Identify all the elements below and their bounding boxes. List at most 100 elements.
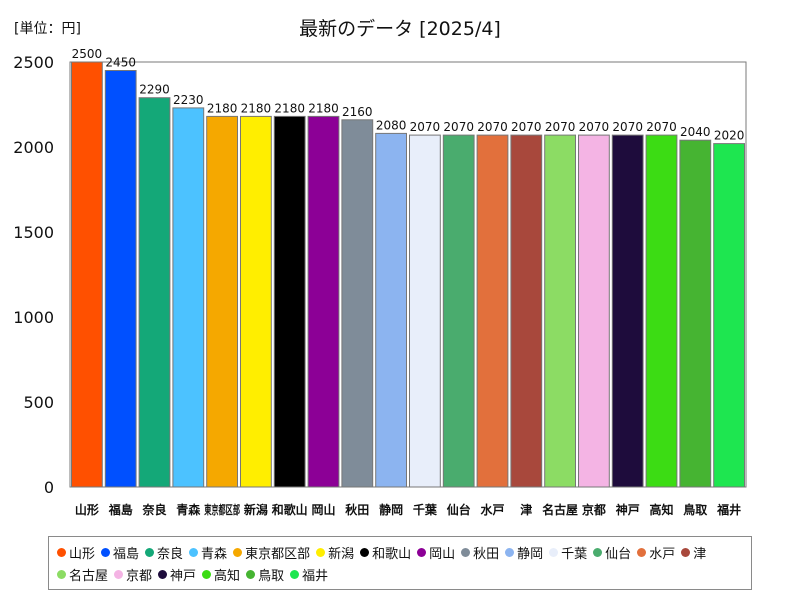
legend-color-dot xyxy=(505,547,515,557)
category-label: 福井 xyxy=(716,502,741,517)
bar xyxy=(713,143,746,488)
bar-value-label: 2450 xyxy=(105,56,136,70)
bar xyxy=(307,115,340,488)
legend-color-dot xyxy=(246,569,256,579)
bar xyxy=(138,97,171,488)
bar-value-label: 2040 xyxy=(680,125,711,139)
category-label: 青森 xyxy=(176,502,201,517)
y-tick-label: 1000 xyxy=(13,308,54,327)
bar-value-label: 2070 xyxy=(477,120,508,134)
legend-item: 津 xyxy=(681,541,706,563)
legend-item: 山形 xyxy=(57,541,95,563)
bar xyxy=(240,115,272,488)
unit-label: [単位：円] xyxy=(14,21,81,37)
legend-label: 水戸 xyxy=(649,546,676,562)
bar xyxy=(544,134,577,488)
bar xyxy=(375,132,408,488)
category-label: 静岡 xyxy=(379,502,403,517)
legend-label: 福井 xyxy=(302,568,329,584)
legend-label: 津 xyxy=(693,546,707,562)
legend-item: 福島 xyxy=(101,541,139,563)
bar xyxy=(578,134,610,488)
category-label: 奈良 xyxy=(141,502,166,517)
category-label: 鳥取 xyxy=(683,502,707,517)
y-tick-label: 2000 xyxy=(13,138,54,157)
category-label: 福島 xyxy=(108,502,133,517)
category-label: 東京都区部 xyxy=(204,502,240,517)
bar-value-label: 2180 xyxy=(308,101,339,115)
legend-color-dot xyxy=(57,547,66,557)
legend-item: 仙台 xyxy=(593,541,631,563)
bar xyxy=(341,119,374,488)
legend-item: 高知 xyxy=(202,563,240,585)
category-label: 岡山 xyxy=(311,502,335,517)
legend-item: 奈良 xyxy=(145,541,183,563)
y-tick-label: 1500 xyxy=(13,223,54,242)
legend-item: 鳥取 xyxy=(246,563,284,585)
legend-item: 新潟 xyxy=(316,541,354,563)
bar-value-label: 2160 xyxy=(342,105,373,119)
legend-color-dot xyxy=(145,547,155,557)
bar-value-label: 2070 xyxy=(612,120,643,134)
bar-value-label: 2290 xyxy=(139,83,170,97)
chart-legend: 山形 福島 奈良 青森 東京都区部 新潟 和歌山 岡山 秋田 静岡 千葉 仙台 水戸 津名古屋 京都 神戸 高知… xyxy=(48,536,752,590)
bar xyxy=(71,61,103,488)
bar-value-label: 2070 xyxy=(646,120,677,134)
y-tick-label: 2500 xyxy=(13,53,54,72)
legend-item: 岡山 xyxy=(417,541,455,563)
legend-item: 水戸 xyxy=(637,541,675,563)
bar-value-label: 2080 xyxy=(376,118,407,132)
chart-title: 最新のデータ [2025/4] xyxy=(299,18,501,40)
legend-label: 京都 xyxy=(126,568,153,584)
legend-color-dot xyxy=(189,547,199,557)
legend-label: 奈良 xyxy=(157,546,184,562)
legend-label: 東京都区部 xyxy=(245,546,311,562)
bar xyxy=(442,134,475,488)
legend-label: 仙台 xyxy=(605,546,632,562)
legend-color-dot xyxy=(101,547,111,557)
bar-value-label: 2500 xyxy=(72,47,103,61)
bar-chart: 0 500 1000 1500 2000 2500 2500 山形 2450 福島 2290 奈良 22… xyxy=(13,47,747,517)
legend-color-dot xyxy=(290,569,300,579)
bar-value-label: 2070 xyxy=(579,120,610,134)
legend-color-dot xyxy=(158,569,168,579)
legend-color-dot xyxy=(202,569,212,579)
legend-color-dot xyxy=(114,569,124,579)
bar-value-label: 2180 xyxy=(274,101,305,115)
legend-item: 神戸 xyxy=(158,563,196,585)
bar-value-label: 2070 xyxy=(443,120,474,134)
category-label: 津 xyxy=(520,502,532,517)
legend-label: 山形 xyxy=(69,546,96,562)
legend-label: 神戸 xyxy=(170,568,197,584)
legend-item: 東京都区部 xyxy=(233,541,310,563)
category-label: 神戸 xyxy=(616,502,640,517)
legend-color-dot xyxy=(637,547,647,557)
legend-color-dot xyxy=(593,547,603,557)
category-label: 新潟 xyxy=(244,502,268,517)
bar xyxy=(172,107,205,488)
legend-item: 静岡 xyxy=(505,541,543,563)
legend-item: 京都 xyxy=(114,563,152,585)
legend-item: 和歌山 xyxy=(360,541,411,563)
legend-label: 福島 xyxy=(113,546,140,562)
legend-label: 千葉 xyxy=(561,546,588,562)
legend-color-dot xyxy=(417,547,427,557)
legend-color-dot xyxy=(461,547,471,557)
bar-value-label: 2070 xyxy=(511,120,542,134)
legend-label: 岡山 xyxy=(429,546,456,562)
bar xyxy=(510,134,543,488)
plot-area xyxy=(69,61,747,488)
category-label: 仙台 xyxy=(447,502,471,517)
y-tick-label: 500 xyxy=(23,393,54,412)
category-label: 和歌山 xyxy=(271,502,308,517)
legend-color-dot xyxy=(233,547,243,557)
bar xyxy=(476,134,509,488)
legend-item: 青森 xyxy=(189,541,227,563)
category-label: 高知 xyxy=(649,502,673,517)
legend-label: 名古屋 xyxy=(69,568,109,584)
category-label: 秋田 xyxy=(345,502,369,517)
legend-item: 福井 xyxy=(290,563,328,585)
bar xyxy=(206,115,238,488)
bar xyxy=(273,115,306,488)
bar xyxy=(611,134,644,488)
